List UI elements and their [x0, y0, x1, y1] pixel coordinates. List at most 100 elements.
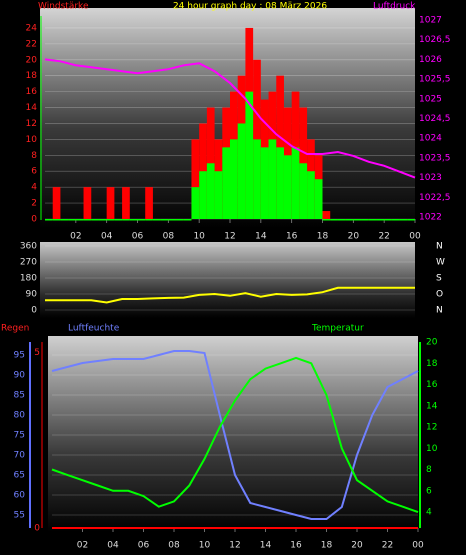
- y2-tick-label: W: [436, 258, 445, 268]
- wind-bar: [307, 171, 315, 219]
- x-tick-label: 02: [77, 541, 88, 551]
- x-tick-label: 18: [321, 541, 333, 551]
- y2-tick-label: N: [436, 306, 443, 316]
- y-tick-label: 95: [14, 351, 25, 361]
- wind-bar: [199, 171, 207, 219]
- y-tick-label: 75: [14, 431, 25, 441]
- wind-bar: [60, 219, 69, 221]
- x-tick-label: 10: [199, 541, 211, 551]
- x-tick-label: 16: [290, 541, 302, 551]
- wind-bar: [106, 187, 115, 219]
- y2-tick-label: 1026: [419, 55, 442, 65]
- y-tick-label: 22: [26, 39, 37, 49]
- wind-bar: [322, 211, 331, 219]
- wind-bar: [268, 139, 277, 219]
- wind-bar: [52, 187, 61, 219]
- y2-tick-label: 1024: [419, 134, 442, 144]
- legend-humidity: Luftfeuchte: [68, 324, 120, 334]
- y2-tick-label: 14: [426, 401, 438, 411]
- wind-bar: [407, 219, 415, 221]
- y-label: Windstärke: [38, 2, 89, 12]
- y-tick-label: 0: [31, 215, 37, 225]
- y2-tick-label: 12: [426, 423, 437, 433]
- y-tick-label: 270: [20, 258, 37, 268]
- wind-bar: [276, 147, 284, 219]
- wind-bar: [75, 219, 84, 221]
- x-tick-label: 22: [382, 541, 393, 551]
- x-tick-label: 06: [132, 232, 144, 242]
- wind-bar: [337, 219, 346, 221]
- y2-tick-label: 8: [426, 465, 432, 475]
- series-line: [51, 350, 419, 520]
- x-tick-label: 14: [260, 541, 272, 551]
- x-tick-label: 00: [412, 541, 424, 551]
- wind-bar: [322, 219, 331, 221]
- legend-temperature: Temperatur: [311, 324, 364, 334]
- wind-bar: [145, 187, 153, 219]
- wind-bar: [114, 219, 123, 221]
- wind-bar: [191, 187, 200, 219]
- x-tick-label: 04: [101, 232, 113, 242]
- y2-tick-label: 1026,5: [419, 35, 451, 45]
- wind-bar: [361, 219, 369, 221]
- x-tick-label: 04: [107, 541, 119, 551]
- y2-tick-label: 1022: [419, 213, 442, 223]
- wind-bar: [283, 155, 292, 219]
- series-line: [45, 286, 415, 304]
- y-tick-label: 10: [26, 135, 38, 145]
- y-tick-label: 14: [26, 103, 38, 113]
- chart-title: 24 hour graph day : 08 März 2026: [173, 2, 327, 12]
- x-tick-label: 20: [351, 541, 363, 551]
- y2-tick-label: 1024,5: [419, 114, 451, 124]
- wind-bar: [391, 219, 400, 221]
- wind-bar: [52, 219, 61, 221]
- y2-tick-label: 16: [426, 380, 438, 390]
- y2-tick-label: 1022,5: [419, 193, 451, 203]
- x-tick-label: 06: [138, 541, 150, 551]
- y-tick-label: 12: [26, 119, 37, 129]
- y2-tick-label: O: [436, 290, 443, 300]
- y2-tick-label: 4: [426, 508, 432, 518]
- y2-tick-label: 1023,5: [419, 153, 451, 163]
- wind-bar: [83, 187, 92, 219]
- wind-bar: [152, 219, 161, 221]
- wind-bar: [291, 147, 300, 219]
- wind-bar: [137, 219, 146, 221]
- y-tick-label: 70: [14, 451, 26, 461]
- wind-bar: [91, 219, 99, 221]
- x-tick-label: 14: [255, 232, 267, 242]
- wind-bar: [129, 219, 138, 221]
- wind-bar: [299, 163, 308, 219]
- y-tick-label: 24: [26, 23, 38, 33]
- wind-bar: [214, 171, 223, 219]
- wind-bar: [237, 123, 246, 219]
- x-tick-label: 22: [378, 232, 389, 242]
- wind-bar: [353, 219, 362, 221]
- y-tick-label: 90: [14, 371, 26, 381]
- wind-bar: [376, 219, 385, 221]
- y-tick-label: 2: [31, 199, 37, 209]
- y-tick-label: 80: [14, 411, 26, 421]
- y2-tick-label: 18: [426, 359, 438, 369]
- wind-bar: [253, 139, 261, 219]
- y-tick-label: 8: [31, 151, 37, 161]
- y-tick-label: 6: [31, 167, 37, 177]
- x-tick-label: 08: [163, 232, 175, 242]
- x-tick-label: 02: [70, 232, 81, 242]
- legend-rain: Regen: [1, 324, 29, 334]
- y2-tick-label: 6: [426, 486, 432, 496]
- wind-bar: [230, 139, 238, 219]
- y2-tick-label: 1027: [419, 15, 442, 25]
- y3-tick-label: 0: [34, 524, 40, 534]
- wind-bar: [176, 219, 184, 221]
- wind-bar: [122, 187, 130, 219]
- x-tick-label: 00: [409, 232, 421, 242]
- y2-label: Luftdruck: [373, 2, 416, 12]
- wind-bar: [384, 219, 392, 221]
- y2-tick-label: S: [436, 274, 442, 284]
- y-tick-label: 90: [26, 290, 38, 300]
- y2-tick-label: 1025: [419, 94, 442, 104]
- wind-bar: [98, 219, 107, 221]
- y-tick-label: 20: [26, 55, 38, 65]
